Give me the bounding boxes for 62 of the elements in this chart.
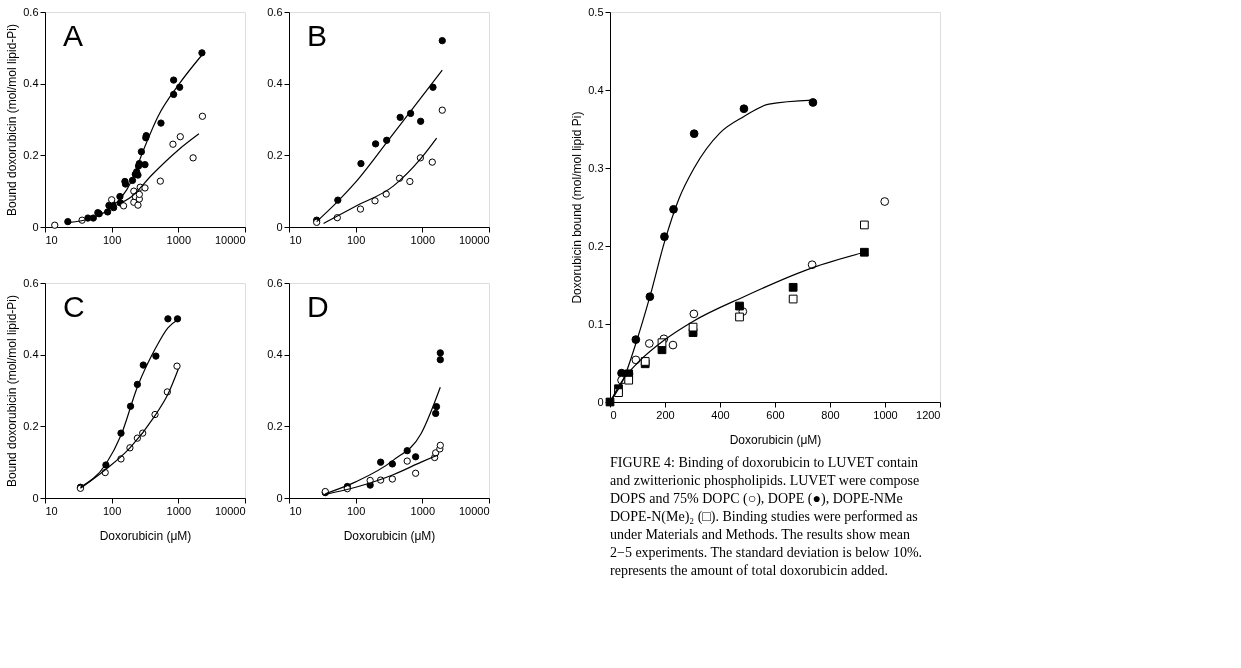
y-tick-label: 0 [32,491,39,504]
text: under Materials and Methods. The results show mean [610,527,910,542]
y-axis-title: Bound doxorubicin (mol/mol lipid-Pi) [5,23,20,217]
text: DOPS and 75% DOPC (○), DOPE (●), DOPE-NMe [610,491,903,507]
x-tick-label: 0 [610,408,617,421]
x-tick-label: 1000 [873,408,898,421]
x-axis-title: Doxorubicin (μM) [99,528,192,543]
y-tick-label: 0.4 [23,348,39,361]
caption: FIGURE 4: Binding of doxorubicin to LUVET contain [610,455,919,470]
x-tick-label: 10 [45,233,58,246]
y-tick-label: 0.4 [23,77,39,90]
chart-title: C [63,290,85,323]
x-tick-label: 1000 [166,233,192,246]
x-tick-label: 200 [656,408,675,421]
text: represents the amount of total doxorubicin added. [610,563,888,578]
y-axis-title: Bound doxorubicin (mol/mol lipid-Pi) [5,294,20,488]
chart-title: A [63,19,84,52]
x-tick-label: 600 [766,408,785,421]
y-tick-label: 0 [276,491,283,504]
x-axis-title: Doxorubicin (μM) [343,528,436,543]
y-tick-label: 0.2 [588,239,604,252]
x-tick-label: 1200 [916,408,941,421]
y-tick-label: 0.6 [267,5,283,18]
y-tick-label: 0.4 [267,348,283,361]
y-tick-label: 0.5 [588,5,604,18]
y-tick-label: 0.3 [588,161,604,174]
y-tick-label: 0.1 [588,317,604,330]
text: and zwitterionic phospholipids. LUVET were compose [610,473,920,488]
x-tick-label: 800 [821,408,840,421]
x-tick-label: 10000 [458,233,490,246]
x-tick-label: 10 [289,233,302,246]
y-tick-label: 0.6 [23,5,39,18]
y-tick-label: 0.6 [267,276,283,289]
x-tick-label: 10 [45,504,58,517]
y-tick-label: 0 [276,220,283,233]
chart-title: B [307,19,328,52]
y-tick-label: 0.4 [267,77,283,90]
y-tick-label: 0.2 [267,148,283,161]
y-tick-label: 0.4 [588,83,604,96]
x-tick-label: 100 [102,233,122,246]
x-tick-label: 100 [346,504,366,517]
y-tick-label: 0.2 [23,148,39,161]
x-axis-title: Doxorubicin (μM) [729,432,822,447]
x-tick-label: 400 [711,408,730,421]
x-tick-label: 100 [102,504,122,517]
text: DOPE-N(Me)₂ (□). Binding studies were performed as [610,509,918,525]
text: 2−5 experiments. The standard deviation is below 10%. [610,545,923,560]
y-tick-label: 0.2 [23,419,39,432]
x-tick-label: 1000 [410,233,436,246]
chart-title: D [307,290,329,323]
x-tick-label: 10000 [214,233,246,246]
x-tick-label: 10 [289,504,302,517]
x-tick-label: 10000 [214,504,246,517]
y-tick-label: 0 [32,220,39,233]
y-axis-title: Doxorubicin bound (mol/mol lipid Pi) [570,111,585,304]
y-tick-label: 0.6 [23,276,39,289]
x-tick-label: 10000 [458,504,490,517]
x-tick-label: 100 [346,233,366,246]
x-tick-label: 1000 [410,504,436,517]
y-tick-label: 0.2 [267,419,283,432]
y-tick-label: 0 [597,395,604,408]
x-tick-label: 1000 [166,504,192,517]
